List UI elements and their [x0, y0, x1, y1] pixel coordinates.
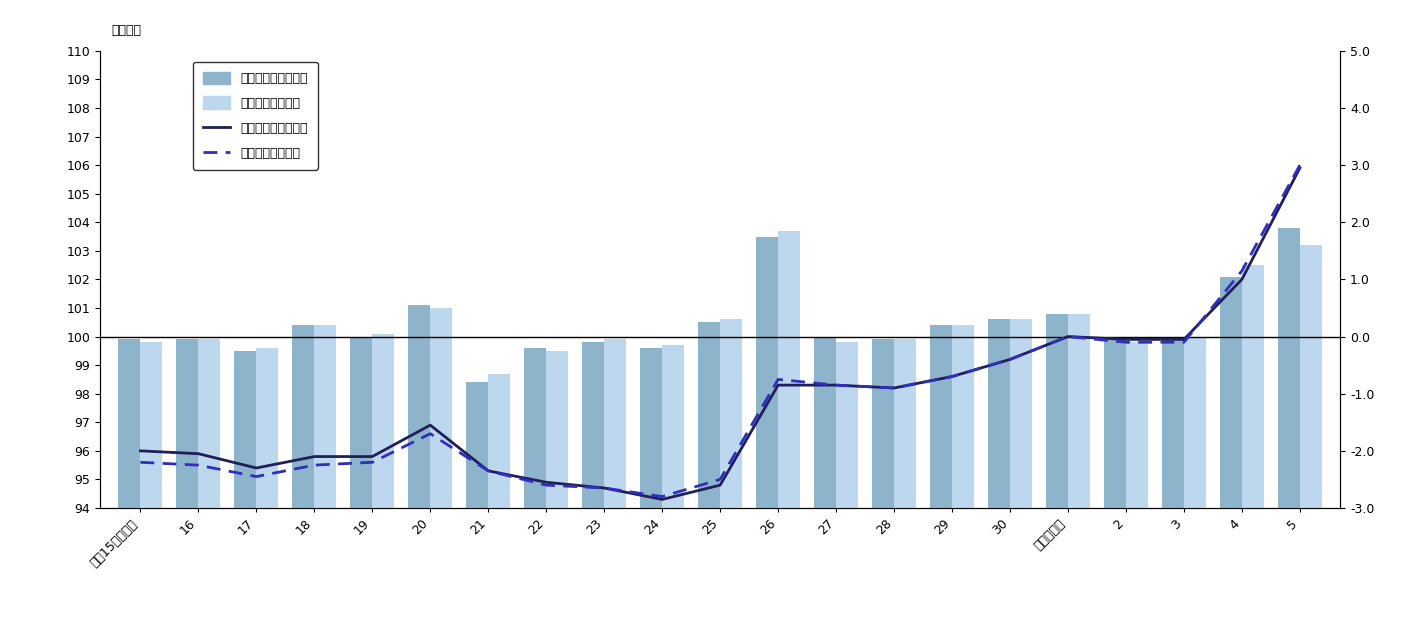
Bar [1184, 337, 1206, 635]
高松市（総合指数） [248, 464, 265, 472]
高松市（総合指数） [653, 495, 670, 503]
全国（総合指数） [770, 375, 787, 383]
Bar [1278, 228, 1301, 635]
高松市（総合指数） [596, 484, 613, 491]
高松市（総合指数） [1060, 333, 1077, 340]
Bar [640, 348, 662, 635]
高松市（総合指数） [1292, 164, 1309, 171]
Bar [988, 319, 1010, 635]
Bar [314, 325, 337, 635]
全国（総合指数） [248, 473, 265, 481]
全国（総合指数） [422, 430, 439, 438]
高松市（総合指数） [422, 421, 439, 429]
Bar [930, 325, 953, 635]
Bar [525, 348, 546, 635]
Bar [431, 308, 452, 635]
高松市（総合指数） [712, 481, 729, 489]
全国（総合指数） [190, 461, 207, 469]
全国（総合指数） [596, 484, 613, 491]
全国（総合指数） [1060, 333, 1077, 340]
Bar [836, 342, 858, 635]
Bar [466, 382, 488, 635]
高松市（総合指数） [886, 384, 903, 392]
全国（総合指数） [538, 481, 555, 489]
全国（総合指数） [827, 381, 844, 389]
高松市（総合指数） [1233, 276, 1251, 283]
Bar [720, 319, 742, 635]
Bar [1242, 265, 1263, 635]
Bar [814, 337, 836, 635]
全国（総合指数） [305, 461, 322, 469]
全国（総合指数） [1175, 338, 1192, 346]
高松市（総合指数） [1001, 356, 1018, 363]
Bar [408, 305, 431, 635]
Bar [372, 334, 395, 635]
Bar [699, 322, 720, 635]
高松市（総合指数） [770, 381, 787, 389]
Bar [1045, 314, 1068, 635]
Bar [1104, 339, 1127, 635]
Bar [953, 325, 974, 635]
Bar [894, 339, 915, 635]
高松市（総合指数） [305, 453, 322, 460]
高松市（総合指数） [944, 373, 961, 380]
Bar [351, 337, 372, 635]
全国（総合指数） [886, 384, 903, 392]
Bar [488, 373, 511, 635]
Bar [546, 351, 568, 635]
高松市（総合指数） [479, 467, 496, 474]
高松市（総合指数） [364, 453, 381, 460]
全国（総合指数） [712, 476, 729, 483]
Bar [257, 348, 278, 635]
Bar [873, 339, 894, 635]
全国（総合指数） [1233, 267, 1251, 274]
Bar [1010, 319, 1032, 635]
全国（総合指数） [1292, 161, 1309, 169]
全国（総合指数） [479, 467, 496, 474]
Bar [756, 236, 779, 635]
高松市（総合指数） [538, 478, 555, 486]
Bar [1068, 314, 1089, 635]
Bar [118, 339, 140, 635]
高松市（総合指数） [1175, 335, 1192, 343]
Legend: 高松市（前年度比）, 全国（前年度比）, 高松市（総合指数）, 全国（総合指数）: 高松市（前年度比）, 全国（前年度比）, 高松市（総合指数）, 全国（総合指数） [193, 62, 318, 170]
Bar [662, 345, 684, 635]
全国（総合指数） [1118, 338, 1135, 346]
Bar [779, 231, 800, 635]
Bar [1301, 245, 1322, 635]
Bar [234, 351, 257, 635]
全国（総合指数） [1001, 356, 1018, 363]
Bar [1127, 342, 1148, 635]
Bar [292, 325, 314, 635]
Bar [582, 342, 605, 635]
全国（総合指数） [653, 493, 670, 500]
Text: 総合指数: 総合指数 [111, 23, 141, 36]
Line: 高松市（総合指数）: 高松市（総合指数） [140, 168, 1301, 499]
高松市（総合指数） [190, 450, 207, 457]
Bar [605, 339, 626, 635]
Bar [1162, 337, 1184, 635]
Bar [177, 339, 198, 635]
高松市（総合指数） [827, 381, 844, 389]
全国（総合指数） [131, 458, 148, 466]
高松市（総合指数） [1118, 335, 1135, 343]
高松市（総合指数） [131, 447, 148, 455]
Bar [198, 339, 221, 635]
全国（総合指数） [364, 458, 381, 466]
Bar [140, 342, 163, 635]
Bar [1219, 277, 1242, 635]
全国（総合指数） [944, 373, 961, 380]
Line: 全国（総合指数）: 全国（総合指数） [140, 165, 1301, 497]
